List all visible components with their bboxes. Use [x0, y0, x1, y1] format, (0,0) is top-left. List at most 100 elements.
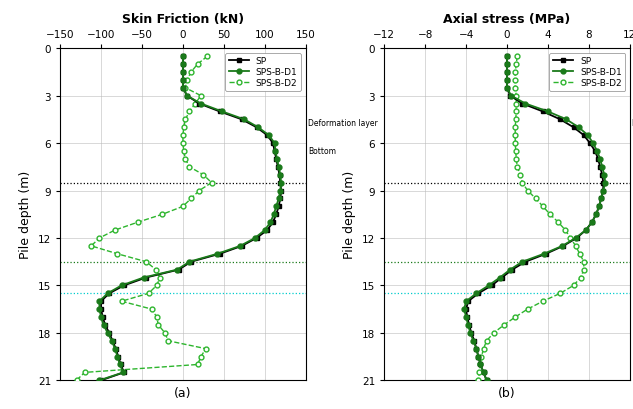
SPS-B-D1	[470, 339, 477, 344]
SPS-B-D1	[483, 378, 491, 383]
SPS-B-D1	[179, 63, 187, 67]
SPS-B-D2	[567, 236, 574, 241]
SPS-B-D1	[275, 196, 282, 201]
SPS-B-D2	[511, 315, 519, 320]
SP	[591, 149, 599, 154]
SPS-B-D1	[179, 70, 187, 75]
SPS-B-D1	[601, 173, 608, 178]
SP	[277, 181, 284, 186]
SPS-B-D1	[599, 189, 607, 193]
SPS-B-D2	[81, 370, 89, 375]
SP	[596, 165, 604, 170]
SP	[503, 86, 511, 91]
SPS-B-D1	[485, 283, 492, 288]
SP	[582, 228, 589, 233]
SPS-B-D2	[517, 173, 524, 178]
SPS-B-D1	[462, 315, 470, 320]
SPS-B-D1	[503, 86, 511, 91]
SP	[522, 260, 529, 265]
SPS-B-D2	[555, 220, 562, 225]
SPS-B-D2	[180, 126, 187, 130]
SPS-B-D2	[511, 141, 519, 146]
SP	[277, 189, 285, 193]
SPS-B-D2	[475, 378, 482, 383]
SPS-B-D1	[96, 378, 103, 383]
SPS-B-D2	[73, 378, 80, 383]
SPS-B-D1	[473, 346, 480, 351]
SP	[179, 63, 187, 67]
SP	[274, 165, 282, 170]
SPS-B-D1	[275, 165, 282, 170]
SPS-B-D2	[480, 346, 487, 351]
SP	[106, 291, 113, 296]
SP	[560, 244, 567, 249]
SPS-B-D1	[593, 149, 601, 154]
SPS-B-D1	[480, 370, 487, 375]
SPS-B-D1	[596, 157, 604, 162]
Text: Bottom: Bottom	[632, 147, 633, 156]
SPS-B-D1	[473, 291, 480, 296]
SPS-B-D2	[513, 102, 520, 107]
SPS-B-D1	[540, 252, 548, 256]
SPS-B-D2	[513, 63, 520, 67]
SPS-B-D2	[523, 307, 531, 312]
SPS-B-D1	[558, 244, 566, 249]
SP	[467, 330, 475, 335]
SPS-B-D2	[114, 252, 122, 256]
Text: Deformation layer: Deformation layer	[632, 119, 633, 128]
SPS-B-D1	[251, 236, 259, 241]
SPS-B-D1	[179, 54, 187, 59]
SPS-B-D2	[512, 149, 520, 154]
SPS-B-D2	[182, 118, 189, 123]
SP	[596, 204, 603, 209]
SPS-B-D1	[467, 330, 474, 335]
SP	[101, 323, 109, 328]
SPS-B-D1	[100, 323, 108, 328]
SPS-B-D2	[490, 330, 498, 335]
SP	[142, 275, 150, 280]
SP	[115, 354, 122, 359]
SPS-B-D2	[513, 165, 521, 170]
SPS-B-D1	[116, 362, 123, 367]
SPS-B-D2	[512, 118, 520, 123]
SP	[238, 118, 246, 123]
SP	[592, 212, 600, 217]
SPS-B-D2	[145, 291, 153, 296]
SPS-B-D2	[179, 204, 187, 209]
SPS-B-D2	[152, 267, 160, 272]
SPS-B-D2	[513, 110, 520, 115]
SPS-B-D2	[180, 149, 187, 154]
SPS-B-D2	[194, 63, 201, 67]
SP	[488, 283, 496, 288]
SPS-B-D1	[496, 275, 504, 280]
SPS-B-D1	[272, 204, 280, 209]
SPS-B-D1	[506, 267, 514, 272]
Y-axis label: Pile depth (m): Pile depth (m)	[344, 171, 356, 259]
SPS-B-D2	[182, 86, 189, 91]
SPS-B-D1	[503, 70, 511, 75]
SP	[588, 220, 596, 225]
SP	[475, 354, 482, 359]
SPS-B-D2	[513, 157, 520, 162]
SPS-B-D2	[513, 54, 521, 59]
SP	[473, 346, 480, 351]
SPS-B-D1	[241, 118, 248, 123]
SPS-B-D2	[185, 165, 193, 170]
SPS-B-D2	[475, 370, 483, 375]
SPS-B-D2	[197, 94, 204, 99]
SP	[503, 63, 511, 67]
Line: SPS-B-D1: SPS-B-D1	[461, 54, 608, 383]
SP	[599, 189, 607, 193]
SP	[269, 141, 277, 146]
SPS-B-D2	[183, 78, 191, 83]
SPS-B-D2	[478, 354, 486, 359]
SP	[179, 54, 187, 59]
SPS-B-D1	[460, 307, 468, 312]
SPS-B-D1	[598, 196, 605, 201]
SP	[272, 157, 280, 162]
SP	[97, 378, 105, 383]
SPS-B-D2	[580, 267, 587, 272]
SPS-B-D2	[518, 181, 526, 186]
SP	[465, 299, 472, 304]
SPS-B-D1	[261, 228, 268, 233]
